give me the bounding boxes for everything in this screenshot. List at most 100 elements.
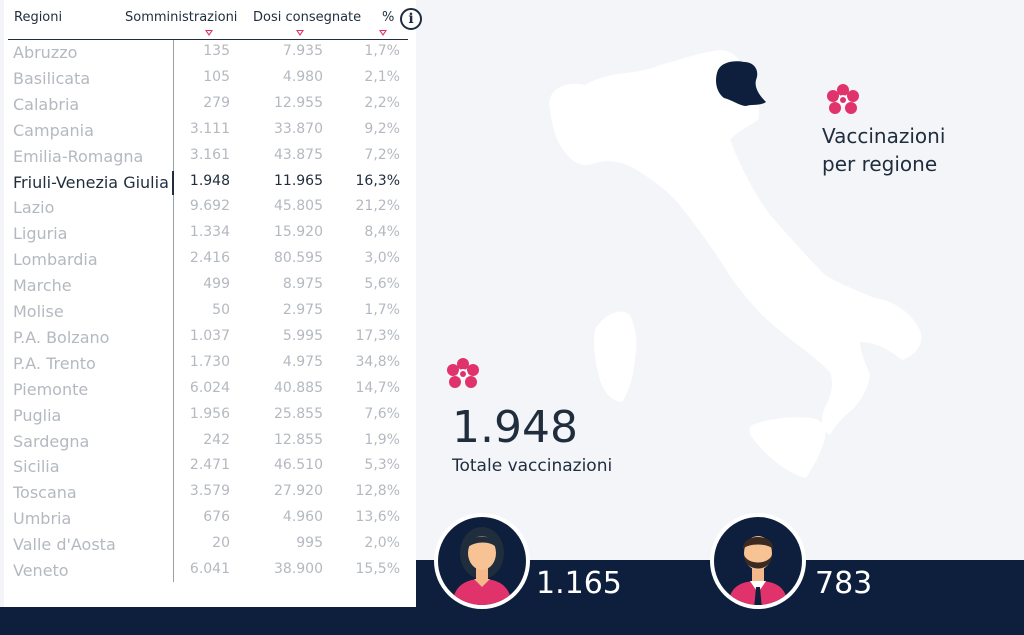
dosi-value: 15.920 — [274, 224, 323, 241]
mainland-shape — [549, 50, 922, 435]
region-name: Lombardia — [13, 250, 98, 270]
somministrazioni-value: 2.471 — [189, 457, 230, 474]
dosi-value: 12.855 — [274, 431, 323, 448]
dosi-value: 12.955 — [274, 94, 323, 111]
percent-value: 3,0% — [364, 250, 400, 267]
percent-value: 1,9% — [364, 431, 400, 448]
somministrazioni-value: 676 — [203, 509, 230, 526]
table-row[interactable]: Puglia 1.956 25.855 7,6% — [0, 403, 420, 429]
somministrazioni-value: 6.024 — [189, 379, 230, 396]
region-name: P.A. Bolzano — [13, 327, 110, 347]
column-divider — [173, 40, 174, 582]
region-name: Marche — [13, 276, 72, 296]
region-name: Umbria — [13, 509, 72, 529]
selected-row-marker — [172, 170, 174, 195]
table-row[interactable]: Umbria 676 4.960 13,6% — [0, 506, 420, 532]
percent-value: 2,1% — [364, 68, 400, 85]
somministrazioni-value: 242 — [203, 431, 230, 448]
table-row[interactable]: Molise 50 2.975 1,7% — [0, 299, 420, 325]
somministrazioni-value: 499 — [203, 276, 230, 293]
table-row[interactable]: Sardegna 242 12.855 1,9% — [0, 429, 420, 455]
dosi-value: 5.995 — [282, 327, 323, 344]
men-count: 783 — [815, 566, 873, 601]
table-row[interactable]: Emilia-Romagna 3.161 43.875 7,2% — [0, 144, 420, 170]
table-row[interactable]: Toscana 3.579 27.920 12,8% — [0, 480, 420, 506]
table-row[interactable]: Sicilia 2.471 46.510 5,3% — [0, 454, 420, 480]
table-row[interactable]: Piemonte 6.024 40.885 14,7% — [0, 377, 420, 403]
sort-arrow-dosi-icon[interactable] — [296, 30, 304, 36]
dosi-value: 40.885 — [274, 379, 323, 396]
region-name: Emilia-Romagna — [13, 146, 144, 166]
percent-value: 21,2% — [355, 198, 400, 215]
percent-value: 8,4% — [364, 224, 400, 241]
somministrazioni-value: 105 — [203, 68, 230, 85]
footer-strip — [0, 607, 1024, 635]
region-name: Valle d'Aosta — [13, 535, 116, 555]
header-dosi-consegnate[interactable]: Dosi consegnate — [253, 10, 362, 25]
women-count: 1.165 — [536, 566, 622, 601]
table-row[interactable]: Friuli-Venezia Giulia 1.948 11.965 16,3% — [0, 170, 420, 196]
table-row[interactable]: Basilicata 105 4.980 2,1% — [0, 66, 420, 92]
region-name: P.A. Trento — [13, 353, 96, 373]
somministrazioni-value: 1.037 — [189, 327, 230, 344]
table-row[interactable]: Lombardia 2.416 80.595 3,0% — [0, 247, 420, 273]
man-icon — [714, 517, 802, 605]
info-icon[interactable]: i — [400, 8, 422, 30]
sort-arrow-percent-icon[interactable] — [379, 30, 387, 36]
somministrazioni-value: 3.579 — [189, 483, 230, 500]
percent-value: 12,8% — [355, 483, 400, 500]
sicily-shape — [749, 417, 826, 478]
percent-value: 15,5% — [355, 561, 400, 577]
italy-map-regions — [549, 50, 922, 478]
somministrazioni-value: 6.041 — [189, 561, 230, 577]
region-name: Molise — [13, 302, 64, 321]
table-row[interactable]: Campania 3.111 33.870 9,2% — [0, 118, 420, 144]
italy-map — [549, 50, 922, 478]
percent-value: 5,6% — [364, 276, 400, 293]
table-row[interactable]: Calabria 279 12.955 2,2% — [0, 92, 420, 118]
dosi-value: 46.510 — [274, 457, 323, 474]
dosi-value: 11.965 — [274, 172, 323, 189]
somministrazioni-value: 279 — [203, 94, 230, 111]
somministrazioni-value: 2.416 — [189, 250, 230, 267]
flower-icon — [447, 358, 479, 388]
dosi-value: 43.875 — [274, 146, 323, 163]
percent-value: 34,8% — [355, 353, 400, 370]
table-row[interactable]: P.A. Trento 1.730 4.975 34,8% — [0, 351, 420, 377]
region-name: Calabria — [13, 94, 80, 114]
regions-table-panel — [4, 0, 416, 607]
somministrazioni-value: 3.161 — [189, 146, 230, 163]
somministrazioni-value: 135 — [203, 43, 230, 59]
dosi-value: 25.855 — [274, 405, 323, 422]
somministrazioni-value: 1.730 — [189, 353, 230, 370]
region-name: Friuli-Venezia Giulia — [13, 172, 169, 192]
table-row[interactable]: Abruzzo 135 7.935 1,7% — [0, 40, 420, 66]
woman-icon — [438, 517, 526, 605]
header-percent[interactable]: % — [382, 10, 395, 25]
percent-value: 16,3% — [355, 172, 400, 189]
dosi-value: 4.980 — [282, 68, 323, 85]
region-name: Piemonte — [13, 379, 89, 399]
table-row[interactable]: Marche 499 8.975 5,6% — [0, 273, 420, 299]
region-name: Toscana — [13, 483, 77, 503]
header-somministrazioni[interactable]: Somministrazioni — [125, 10, 238, 25]
table-row[interactable]: P.A. Bolzano 1.037 5.995 17,3% — [0, 325, 420, 351]
table-row[interactable]: Liguria 1.334 15.920 8,4% — [0, 221, 420, 247]
sardinia-shape — [594, 311, 637, 402]
dosi-value: 33.870 — [274, 120, 323, 137]
percent-value: 17,3% — [355, 327, 400, 344]
table-row[interactable]: Valle d'Aosta 20 995 2,0% — [0, 532, 420, 558]
percent-value: 1,7% — [364, 302, 400, 318]
friuli-venezia-giulia-shape[interactable] — [716, 61, 766, 106]
somministrazioni-value: 50 — [212, 302, 230, 318]
dosi-value: 4.960 — [282, 509, 323, 526]
region-name: Sardegna — [13, 431, 90, 451]
header-regioni[interactable]: Regioni — [14, 10, 63, 25]
sort-arrow-somministrazioni-icon[interactable] — [205, 30, 213, 36]
region-name: Liguria — [13, 224, 68, 244]
percent-value: 9,2% — [364, 120, 400, 137]
dosi-value: 7.935 — [282, 43, 323, 59]
table-row[interactable]: Veneto 6.041 38.900 15,5% — [0, 558, 420, 584]
somministrazioni-value: 3.111 — [189, 120, 230, 137]
table-row[interactable]: Lazio 9.692 45.805 21,2% — [0, 195, 420, 221]
